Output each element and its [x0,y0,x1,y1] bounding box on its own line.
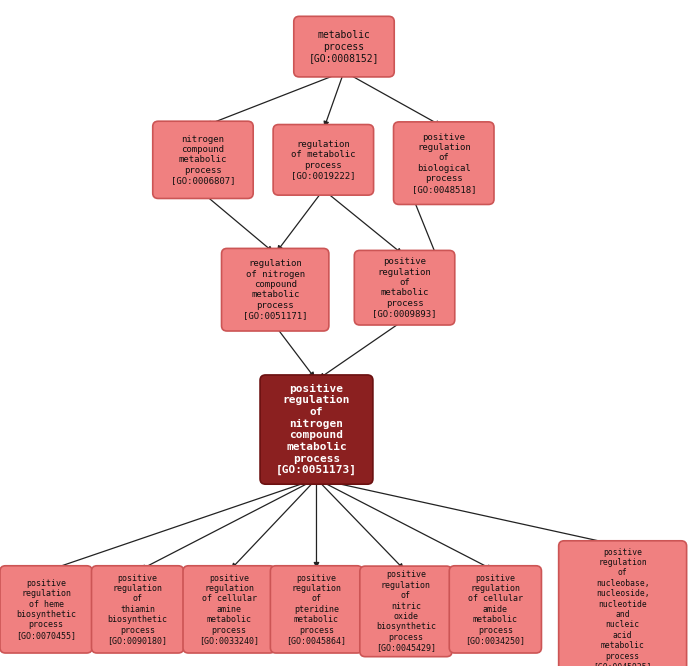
Text: positive
regulation
of
pteridine
metabolic
process
[GO:0045864]: positive regulation of pteridine metabol… [286,573,347,645]
Text: positive
regulation
of heme
biosynthetic
process
[GO:0070455]: positive regulation of heme biosynthetic… [16,579,76,640]
FancyBboxPatch shape [360,566,452,657]
FancyBboxPatch shape [0,565,92,653]
Text: metabolic
process
[GO:0008152]: metabolic process [GO:0008152] [309,30,379,63]
Text: nitrogen
compound
metabolic
process
[GO:0006807]: nitrogen compound metabolic process [GO:… [171,135,235,185]
Text: regulation
of metabolic
process
[GO:0019222]: regulation of metabolic process [GO:0019… [291,140,356,180]
FancyBboxPatch shape [354,250,455,325]
Text: positive
regulation
of
nitric
oxide
biosynthetic
process
[GO:0045429]: positive regulation of nitric oxide bios… [376,571,436,652]
Text: positive
regulation
of cellular
amide
metabolic
process
[GO:0034250]: positive regulation of cellular amide me… [465,573,526,645]
FancyBboxPatch shape [183,565,275,653]
Text: positive
regulation
of cellular
amine
metabolic
process
[GO:0033240]: positive regulation of cellular amine me… [199,573,259,645]
FancyBboxPatch shape [153,121,253,198]
FancyBboxPatch shape [222,248,329,331]
Text: regulation
of nitrogen
compound
metabolic
process
[GO:0051171]: regulation of nitrogen compound metaboli… [243,259,308,320]
Text: positive
regulation
of
nucleobase,
nucleoside,
nucleotide
and
nucleic
acid
metab: positive regulation of nucleobase, nucle… [593,547,652,666]
Text: positive
regulation
of
metabolic
process
[GO:0009893]: positive regulation of metabolic process… [372,257,437,318]
FancyBboxPatch shape [394,122,494,204]
Text: positive
regulation
of
biological
process
[GO:0048518]: positive regulation of biological proces… [411,133,476,194]
FancyBboxPatch shape [273,125,374,195]
FancyBboxPatch shape [260,375,373,484]
FancyBboxPatch shape [92,565,184,653]
FancyBboxPatch shape [449,565,541,653]
FancyBboxPatch shape [559,541,687,666]
FancyBboxPatch shape [294,16,394,77]
Text: positive
regulation
of
nitrogen
compound
metabolic
process
[GO:0051173]: positive regulation of nitrogen compound… [276,384,357,476]
Text: positive
regulation
of
thiamin
biosynthetic
process
[GO:0090180]: positive regulation of thiamin biosynthe… [107,573,168,645]
FancyBboxPatch shape [270,565,363,653]
